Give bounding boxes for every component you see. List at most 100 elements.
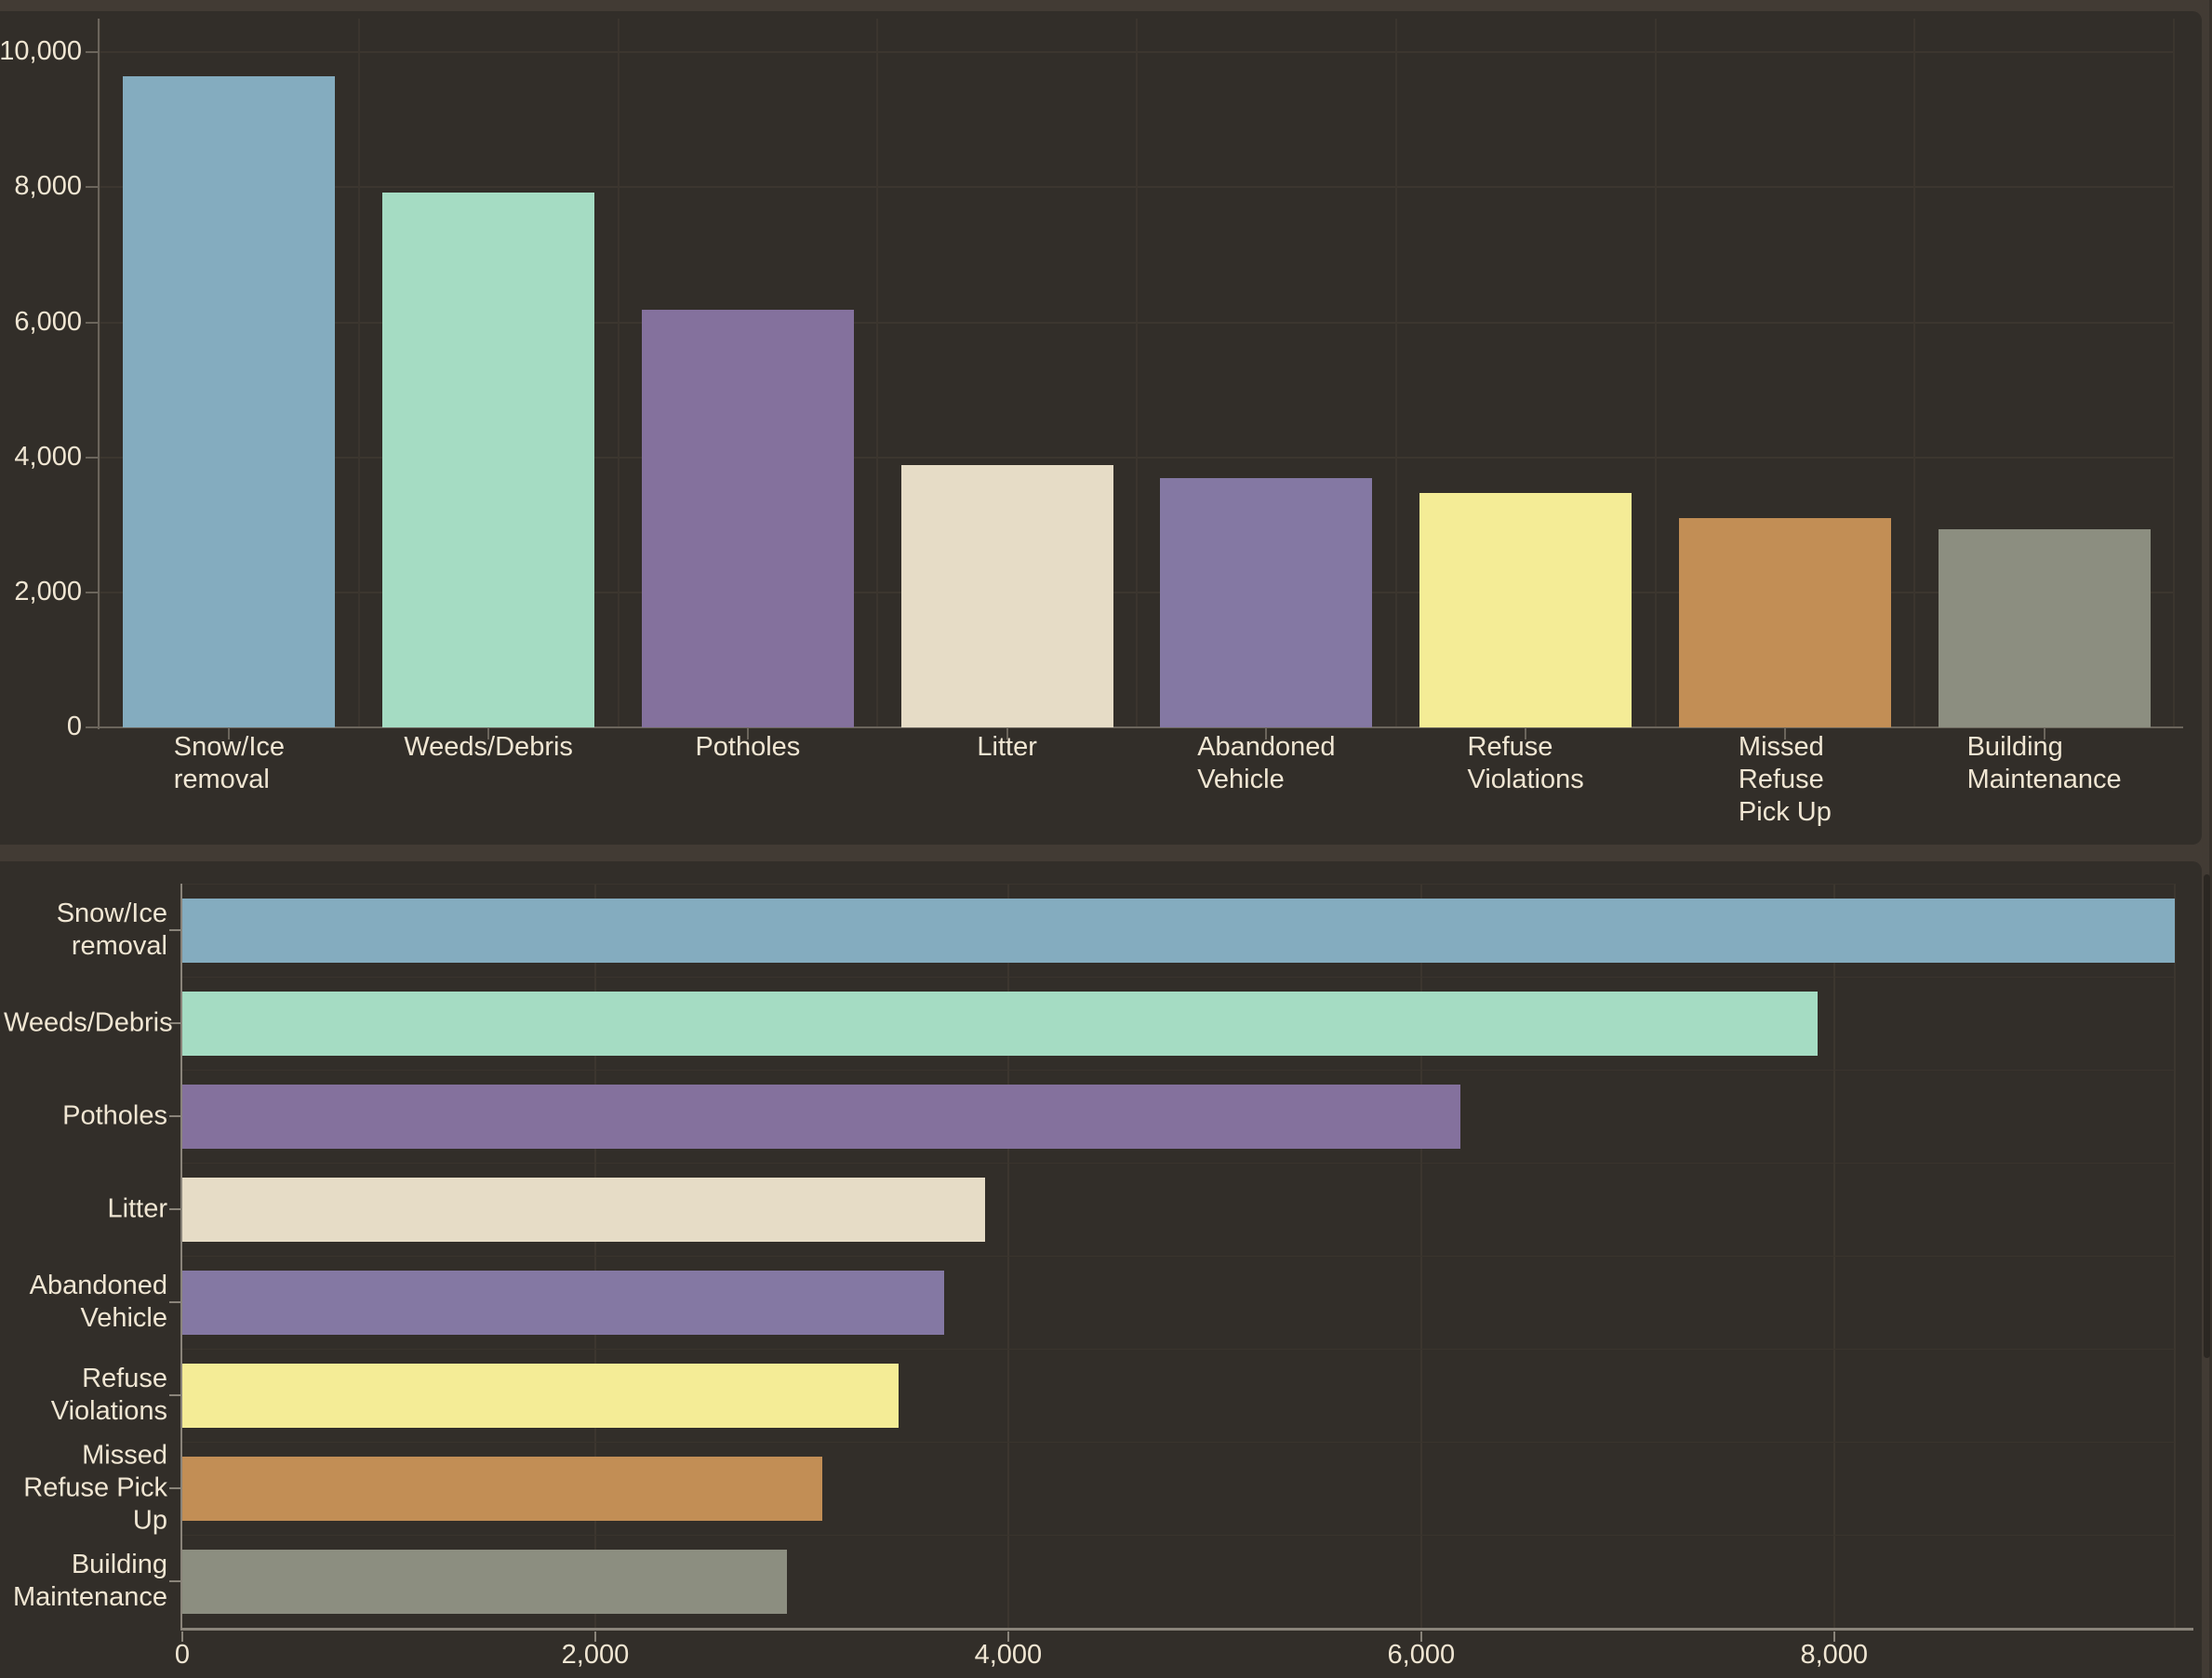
y-tick-mark [169,1487,180,1489]
category-label-abandoned-vehicle: Abandoned Vehicle [1197,731,1335,796]
category-label-snow-ice-removal: Snow/Ice removal [174,731,285,796]
bar-building-maintenance[interactable] [1939,529,2151,727]
plot-right-edge [2174,884,2176,1628]
bar-missed-refuse-pick-up[interactable] [182,1457,822,1521]
y-tick-mark [169,1580,180,1582]
category-label-weeds-debris: Weeds/Debris [404,731,573,764]
top-chart-plot: 0 2,000 4,000 6,000 8,000 10,000 Snow/Ice remov… [0,19,2183,827]
bar-missed-refuse-pick-up[interactable] [1679,518,1891,727]
gridline-row [182,1535,2175,1536]
y-tick-mark [169,1208,180,1210]
gridline-x [99,19,100,727]
row-label-line: Vehicle [80,1303,167,1333]
bar-potholes[interactable] [642,310,854,727]
category-label-potholes: Potholes [695,731,800,764]
y-tick-mark [169,929,180,931]
y-tick-label: 8,000 [14,171,82,202]
row-label-line: Maintenance [12,1582,167,1612]
x-tick-mark [1006,1631,1009,1642]
row-label-line: removal [71,931,167,961]
y-tick-mark [169,1022,180,1024]
y-tick-mark [169,1394,180,1396]
gridline-row [182,884,2175,885]
category-label-line: Maintenance [1966,765,2122,794]
row-label-potholes: Potholes [4,1100,167,1133]
category-label-line: Refuse [1738,765,1824,794]
y-axis-line [98,19,100,729]
y-axis-line [180,884,182,1628]
row-label-line: Refuse [82,1364,167,1393]
top-chart-panel: 0 2,000 4,000 6,000 8,000 10,000 Snow/Ice remov… [0,11,2202,845]
y-tick-label: 10,000 [0,36,82,67]
row-label-line: Missed [82,1440,167,1471]
bar-potholes[interactable] [182,1085,1460,1149]
x-tick-mark [1783,728,1786,739]
x-tick-mark [228,728,231,739]
gridline-row [182,1442,2175,1443]
x-tick-mark [1419,1631,1422,1642]
y-tick-mark [86,186,100,189]
category-label-line: Pick Up [1738,797,1832,827]
x-tick-mark [487,728,490,739]
x-tick-mark [181,1631,183,1642]
category-label-missed-refuse-pick-up: Missed Refuse Pick Up [1739,731,1832,829]
row-label-weeds-debris: Weeds/Debris [4,1007,173,1040]
y-tick-label: 6,000 [14,306,82,337]
row-label-line: Building [71,1550,167,1579]
row-label-litter: Litter [4,1193,167,1226]
row-label-snow-ice-removal: Snow/Ice removal [4,898,167,963]
gridline-x [1394,19,1397,727]
y-tick-mark [86,591,100,593]
scrollbar-track[interactable] [2202,0,2212,1678]
bar-building-maintenance[interactable] [182,1550,787,1614]
row-label-line: Refuse Pick [23,1472,167,1503]
x-axis-line [98,726,2183,728]
row-label-refuse-violations: Refuse Violations [4,1363,167,1428]
bar-refuse-violations[interactable] [1419,493,1632,727]
bar-litter[interactable] [901,465,1113,727]
category-label-building-maintenance: Building Maintenance [1967,731,2122,796]
row-label-line: Abandoned [29,1271,167,1300]
gridline-x [1654,19,1657,727]
bar-weeds-debris[interactable] [382,193,594,727]
category-label-line: Abandoned [1197,732,1336,762]
gridline-row [182,1070,2175,1071]
x-tick-mark [593,1631,596,1642]
gridline-row [182,1163,2175,1164]
x-axis-line [180,1628,2193,1631]
gridline-row [182,977,2175,978]
x-tick-label: 2,000 [561,1640,630,1670]
x-tick-mark [1525,728,1527,739]
gridline-x [1913,19,1916,727]
scrollbar-thumb[interactable] [2204,874,2210,1358]
x-tick-mark [1006,728,1008,739]
gridline-x [617,19,620,727]
bottom-chart-panel: 0 2,000 4,000 6,000 8,000 Snow/Ice removal Weed… [0,861,2202,1678]
row-label-line: Potholes [62,1100,167,1131]
category-label-refuse-violations: Refuse Violations [1468,731,1584,796]
row-label-line: Violations [50,1396,167,1426]
x-tick-label: 8,000 [1800,1640,1869,1670]
bar-weeds-debris[interactable] [182,992,1818,1056]
bar-abandoned-vehicle[interactable] [182,1271,944,1335]
gridline-row [182,1349,2175,1350]
gridline-x [876,19,879,727]
y-tick-mark [86,456,100,459]
bar-litter[interactable] [182,1178,985,1242]
category-label-line: Missed [1738,732,1824,762]
category-label-line: Vehicle [1197,765,1285,794]
x-tick-label: 6,000 [1387,1640,1456,1670]
category-label-litter: Litter [977,731,1036,764]
window-right-edge [2209,0,2212,1678]
bar-abandoned-vehicle[interactable] [1160,478,1372,727]
row-label-abandoned-vehicle: Abandoned Vehicle [4,1270,167,1335]
y-tick-mark [86,321,100,324]
bar-snow-ice-removal[interactable] [123,76,335,727]
bar-snow-ice-removal[interactable] [182,899,2175,963]
y-tick-mark [169,1115,180,1117]
category-label-line: Potholes [695,732,801,762]
gridline-x [2173,19,2175,727]
y-tick-label: 0 [66,712,82,741]
bar-refuse-violations[interactable] [182,1364,899,1428]
gridline-row [182,1256,2175,1257]
